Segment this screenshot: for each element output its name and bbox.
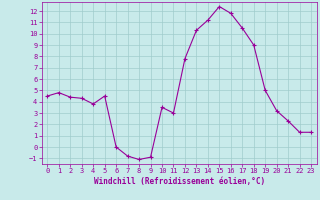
X-axis label: Windchill (Refroidissement éolien,°C): Windchill (Refroidissement éolien,°C) [94, 177, 265, 186]
